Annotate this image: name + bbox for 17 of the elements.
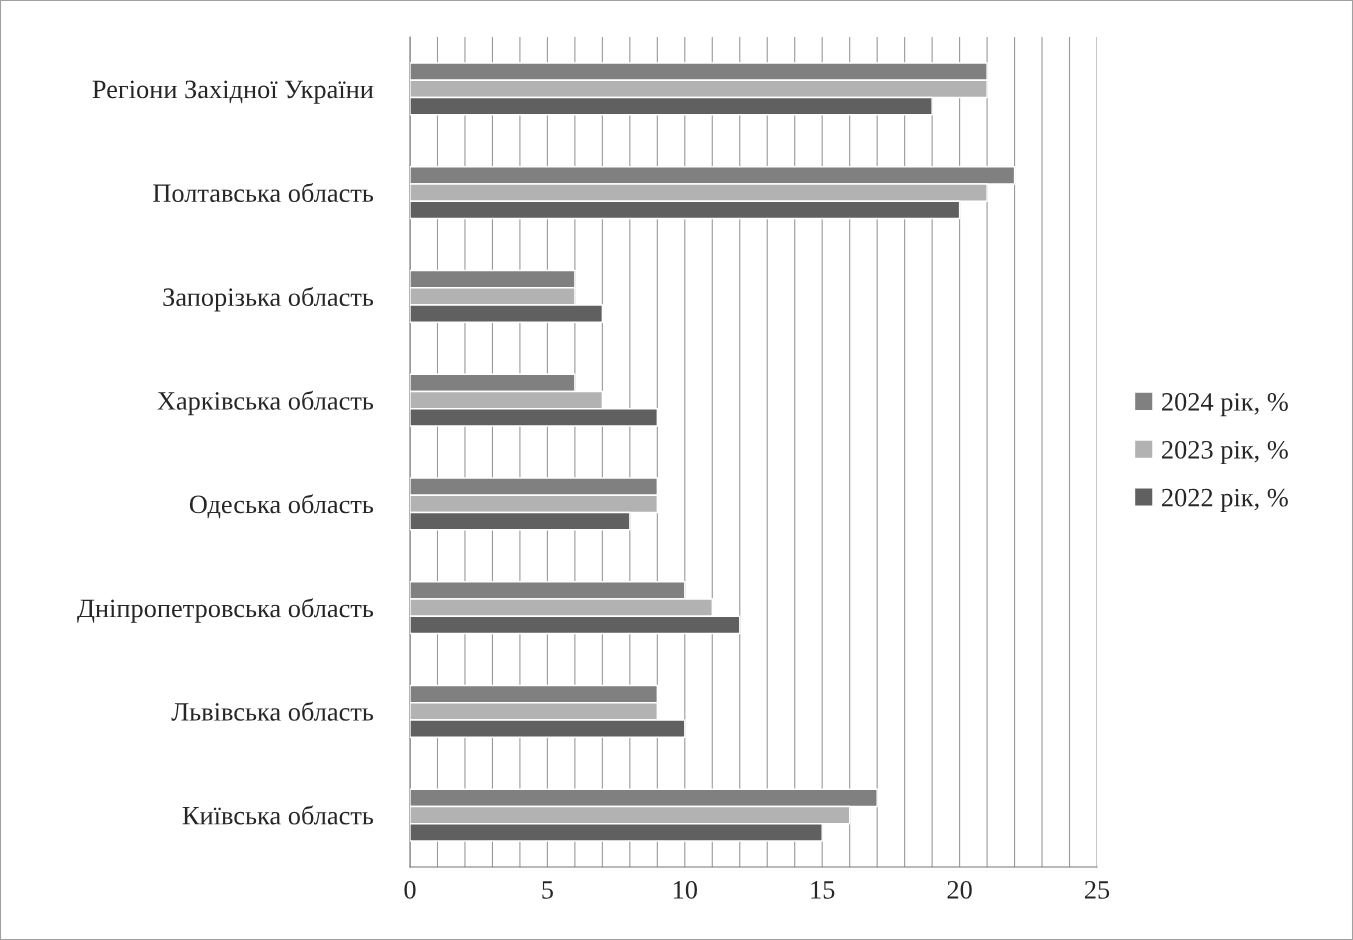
- legend-label: 2023 рік, %: [1162, 440, 1288, 465]
- y-tick-label: Львівська область: [171, 701, 374, 721]
- y-tick-label: Одеська область: [189, 494, 374, 519]
- x-tick-label: 10: [673, 880, 697, 899]
- y-tick-label: Запорізька область: [163, 286, 374, 312]
- y-tick-label: Регіони Західної України: [92, 80, 374, 104]
- y-tick-label: Київська область: [182, 805, 374, 825]
- y-tick-label: Харківська область: [157, 390, 374, 416]
- legend-label: 2022 рік, %: [1162, 488, 1288, 512]
- x-tick-label: 0: [404, 880, 416, 899]
- x-tick-label: 5: [542, 881, 553, 899]
- y-tick-label: Полтавська область: [153, 182, 374, 203]
- x-tick-label: 25: [1084, 881, 1110, 899]
- x-tick-label: 20: [947, 880, 972, 899]
- legend-label: 2024 рік, %: [1162, 393, 1288, 417]
- x-tick-label: 15: [811, 881, 835, 899]
- y-tick-label: Дніпропетровська область: [77, 598, 374, 623]
